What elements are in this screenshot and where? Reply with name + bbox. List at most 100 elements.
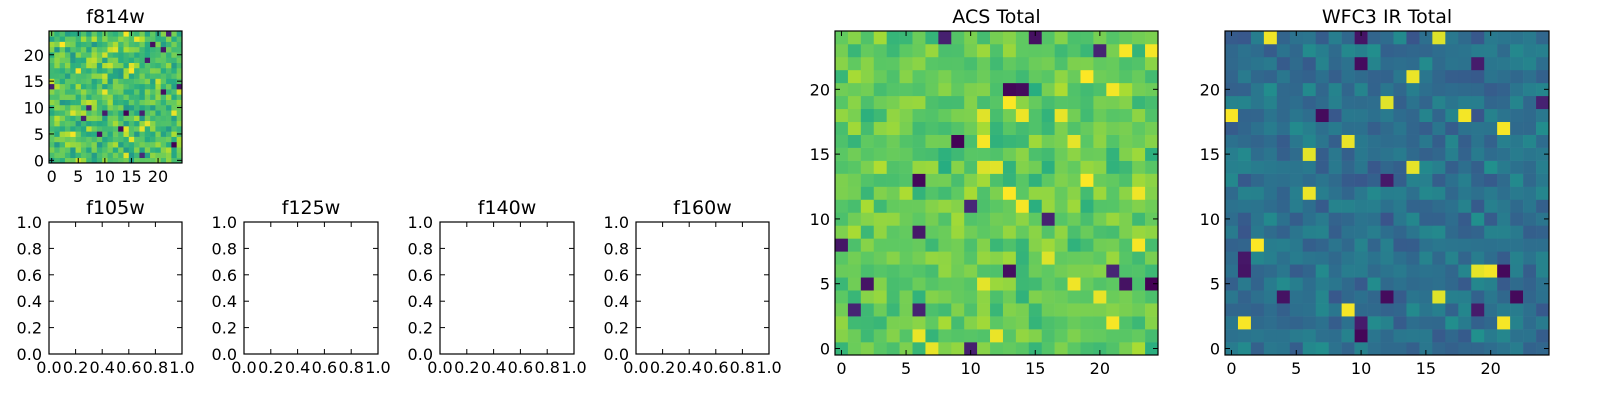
heatmap-cell	[1367, 56, 1381, 71]
heatmap-cell	[1225, 290, 1239, 304]
heatmap-cell	[166, 78, 172, 85]
heatmap-cell	[1510, 277, 1524, 291]
heatmap-cell	[107, 104, 114, 111]
heatmap-cell	[1536, 290, 1550, 304]
heatmap-cell	[1367, 251, 1381, 265]
heatmap-cell	[1067, 95, 1081, 110]
heatmap-cell	[873, 108, 887, 123]
heatmap-cell	[1002, 329, 1017, 343]
heatmap-cell	[86, 141, 92, 148]
heatmap-cell	[1119, 342, 1133, 356]
heatmap-cell	[123, 57, 130, 63]
heatmap-cell	[1028, 290, 1043, 304]
heatmap-cell	[107, 152, 114, 159]
heatmap-cell	[144, 157, 151, 164]
heatmap-cell	[1341, 264, 1355, 278]
x-tick-label: 0.4	[89, 358, 114, 377]
heatmap-cell	[1471, 316, 1485, 330]
heatmap-cell	[96, 152, 103, 159]
heatmap-cell	[1419, 225, 1433, 239]
heatmap-cell	[118, 104, 124, 111]
heatmap-cell	[1536, 69, 1550, 84]
heatmap-cell	[1367, 277, 1381, 291]
heatmap-cell	[1289, 342, 1304, 356]
heatmap-cell	[977, 69, 991, 84]
heatmap-cell	[1028, 238, 1043, 252]
heatmap-cell	[1237, 212, 1252, 226]
heatmap-cell	[835, 303, 849, 317]
heatmap-cell	[1484, 199, 1498, 213]
heatmap-cell	[912, 264, 926, 278]
heatmap-cell	[1341, 69, 1355, 84]
panel-title-wfc3: WFC3 IR Total	[1322, 6, 1452, 28]
heatmap-cell	[1380, 199, 1394, 213]
heatmap-cell	[977, 264, 991, 278]
heatmap-cell	[150, 157, 156, 164]
heatmap-cell	[1393, 43, 1407, 58]
heatmap-cell	[49, 110, 55, 116]
y-tick-label: 1.0	[604, 213, 629, 232]
heatmap-cell	[1458, 121, 1472, 135]
heatmap-cell	[1445, 160, 1459, 174]
heatmap-cell	[118, 83, 124, 90]
heatmap-cell	[1432, 134, 1446, 148]
heatmap-cell	[1497, 212, 1511, 226]
heatmap-cell	[1276, 251, 1291, 265]
heatmap-cell	[139, 104, 146, 111]
heatmap-cell	[1510, 173, 1524, 187]
heatmap-cell	[1432, 82, 1446, 97]
heatmap-cell	[1028, 264, 1043, 278]
heatmap-cell	[886, 173, 900, 187]
heatmap-cell	[1471, 329, 1485, 343]
heatmap-cell	[123, 78, 130, 85]
heatmap-cell	[1406, 43, 1420, 58]
heatmap-cell	[1393, 121, 1407, 135]
heatmap-cell	[1028, 173, 1043, 187]
heatmap-cell	[1536, 316, 1550, 330]
heatmap-cell	[873, 160, 887, 174]
heatmap-cell	[155, 73, 162, 79]
heatmap-cell	[176, 36, 183, 42]
heatmap-cell	[160, 152, 167, 159]
heatmap-cell	[96, 57, 103, 63]
heatmap-cell	[144, 126, 151, 132]
x-tick-label: 20	[1090, 359, 1110, 378]
heatmap-cell	[160, 46, 167, 53]
heatmap-cell	[1119, 121, 1133, 135]
heatmap-cell	[91, 152, 98, 159]
heatmap-cell	[1119, 199, 1133, 213]
heatmap-cell	[1250, 342, 1265, 356]
heatmap-cell	[951, 316, 965, 330]
heatmap-cell	[1002, 212, 1017, 226]
heatmap-cell	[1471, 134, 1485, 148]
heatmap-cell	[1093, 186, 1107, 200]
heatmap-cell	[1289, 43, 1304, 58]
heatmap-cell	[91, 136, 98, 143]
heatmap-cell	[49, 126, 55, 132]
x-tick-label: 15	[1416, 359, 1436, 378]
heatmap-cell	[1015, 199, 1030, 213]
heatmap-cell	[899, 277, 913, 291]
heatmap-cell	[899, 108, 913, 123]
heatmap-cell	[1015, 134, 1030, 148]
heatmap-cell	[1523, 329, 1537, 343]
heatmap-cell	[1015, 31, 1030, 45]
heatmap-cell	[1315, 31, 1329, 45]
heatmap-cell	[1328, 264, 1342, 278]
heatmap-cell	[990, 147, 1004, 161]
heatmap-cell	[1276, 95, 1291, 110]
heatmap-cell	[977, 238, 991, 252]
heatmap-cell	[886, 160, 900, 174]
heatmap-cell	[873, 43, 887, 58]
x-tick-label: 5	[1291, 359, 1301, 378]
heatmap-cell	[1315, 212, 1329, 226]
heatmap-cell	[847, 173, 862, 187]
heatmap-cell	[1263, 316, 1278, 330]
heatmap-cell	[860, 225, 875, 239]
heatmap-cell	[990, 303, 1004, 317]
heatmap-cell	[1328, 31, 1342, 45]
heatmap-cell	[1536, 160, 1550, 174]
heatmap-cell	[1510, 121, 1524, 135]
heatmap-cell	[1315, 82, 1329, 97]
